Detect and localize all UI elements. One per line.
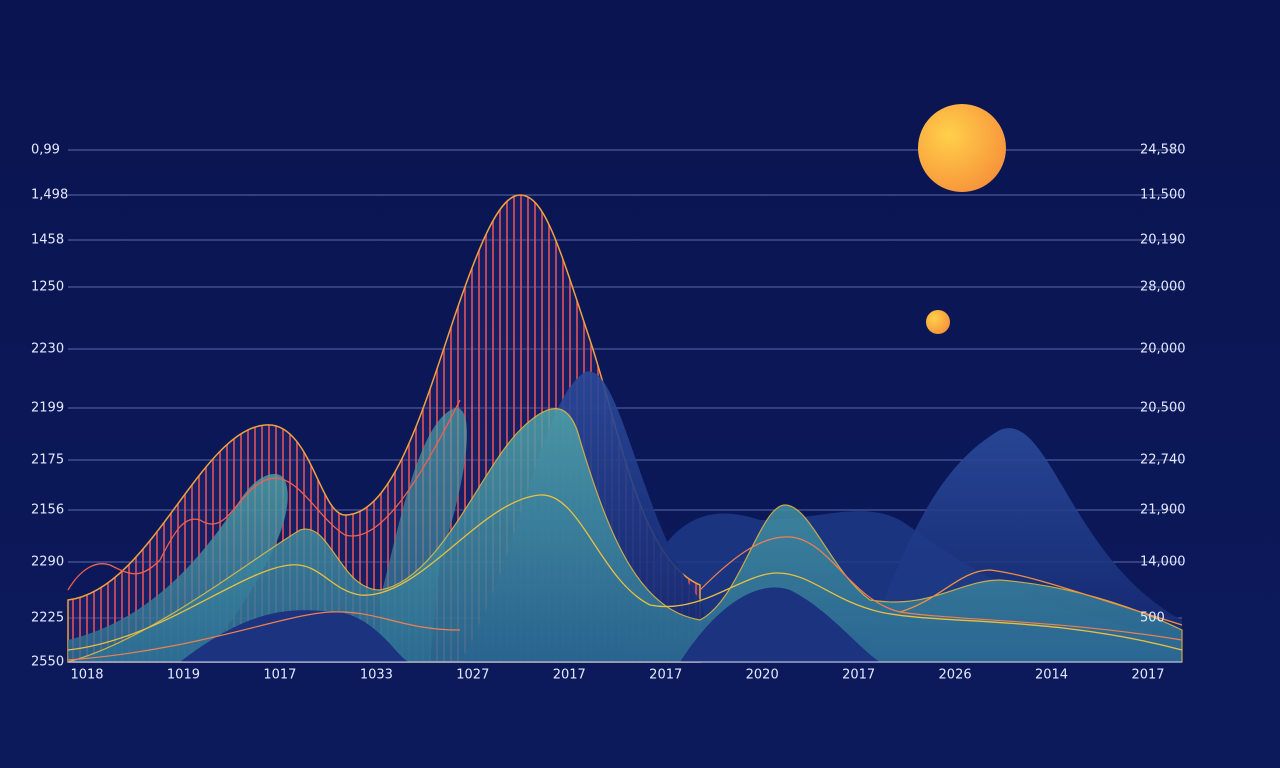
bottom-label: 2017 [553, 668, 586, 683]
right-label: 24,580 [1140, 143, 1186, 158]
bottom-label: 2017 [649, 668, 682, 683]
right-label: 20,500 [1140, 401, 1186, 416]
large-circle [918, 104, 1006, 192]
right-label: 500 [1140, 611, 1165, 626]
bottom-label: 1033 [360, 668, 393, 683]
bottom-label: 2026 [939, 668, 972, 683]
right-label: 20,190 [1140, 233, 1186, 248]
left-label: 1458 [31, 233, 64, 248]
red-line [67, 399, 461, 591]
orange-line [67, 536, 1183, 661]
bottom-label: 2017 [842, 668, 875, 683]
left-label: 2230 [31, 342, 64, 357]
bottom-label: 1018 [70, 668, 103, 683]
right-label: 22,740 [1140, 453, 1186, 468]
left-label: 1,498 [31, 188, 68, 203]
right-label: 20,000 [1140, 342, 1186, 357]
right-label: 11,500 [1140, 188, 1186, 203]
small-circle [926, 310, 950, 334]
left-label: 2290 [31, 555, 64, 570]
right-label: 21,900 [1140, 503, 1186, 518]
teal-range [67, 408, 1183, 663]
labels: 0,99 1,498 1458 1250 2230 2199 2175 2156 2290 222… [31, 143, 1186, 683]
yellow-line [67, 494, 1183, 651]
bottom-label: 1017 [263, 668, 296, 683]
bottom-label: 1019 [167, 668, 200, 683]
navy-mound [180, 610, 410, 662]
right-label: 28,000 [1140, 280, 1186, 295]
bottom-label: 2017 [1131, 668, 1164, 683]
left-label: 2175 [31, 453, 64, 468]
left-label: 1250 [31, 280, 64, 295]
left-label: 0,99 [31, 143, 60, 158]
bottom-label: 1027 [456, 668, 489, 683]
left-label: 2156 [31, 503, 64, 518]
navy-mound-right [680, 587, 880, 662]
left-label: 2225 [31, 611, 64, 626]
right-label: 14,000 [1140, 555, 1186, 570]
bottom-label: 2020 [746, 668, 779, 683]
left-label: 2550 [31, 655, 64, 670]
left-label: 2199 [31, 401, 64, 416]
bottom-label: 2014 [1035, 668, 1068, 683]
orange-line-right [899, 569, 1183, 626]
